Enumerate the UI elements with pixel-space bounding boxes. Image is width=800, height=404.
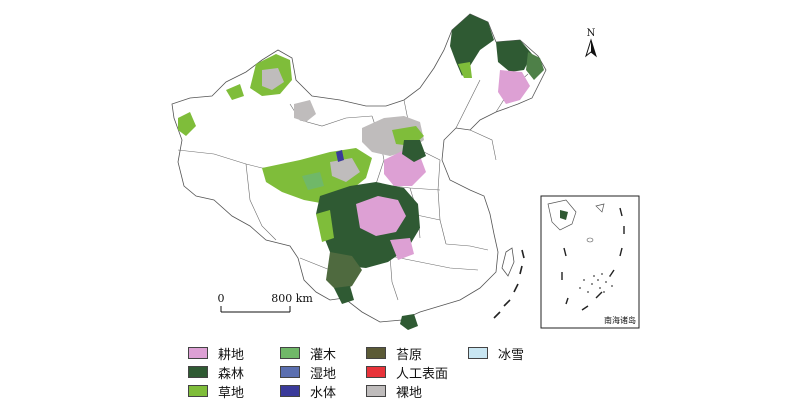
legend-item-shrubland: 灌木 bbox=[280, 345, 337, 363]
legend-swatch-grassland bbox=[188, 385, 208, 397]
legend-swatch-cropland bbox=[188, 347, 208, 359]
legend-item-tundra: 苔原 bbox=[366, 345, 423, 363]
scale-distance: 800 km bbox=[271, 292, 313, 305]
scale-zero: 0 bbox=[218, 292, 225, 305]
legend-label-bare-land: 裸地 bbox=[396, 385, 423, 401]
legend-label-cropland: 耕地 bbox=[218, 347, 245, 363]
yunnan-south-forest bbox=[334, 286, 354, 304]
legend-item-water: 水体 bbox=[280, 383, 337, 401]
plateau-shrub bbox=[302, 172, 324, 190]
legend-swatch-forest bbox=[188, 366, 208, 378]
xinjiang-bare-patch bbox=[294, 100, 316, 122]
xinjiang-west-grass bbox=[178, 112, 196, 136]
legend-label-water: 水体 bbox=[310, 385, 337, 401]
legend-label-ice-snow: 冰雪 bbox=[498, 347, 525, 363]
legend-label-artificial-surface: 人工表面 bbox=[396, 366, 449, 382]
land-cover-legend: 耕地 森林 草地 灌木 湿地 水体 苔原 人工表面 裸地 冰雪 bbox=[188, 345, 608, 401]
southwest-grass-edge bbox=[316, 210, 334, 242]
legend-item-forest: 森林 bbox=[188, 364, 245, 382]
legend-swatch-tundra bbox=[366, 347, 386, 359]
legend-label-grassland: 草地 bbox=[218, 385, 245, 401]
legend-label-tundra: 苔原 bbox=[396, 347, 423, 363]
hainan-forest bbox=[400, 314, 418, 330]
legend-swatch-bare-land bbox=[366, 385, 386, 397]
xinjiang-grass-small bbox=[226, 84, 244, 100]
legend-label-wetland: 湿地 bbox=[310, 366, 337, 382]
sichuan-cropland bbox=[356, 196, 406, 236]
legend-swatch-wetland bbox=[280, 366, 300, 378]
northeast-cropland bbox=[498, 70, 530, 104]
north-label: N bbox=[587, 28, 596, 39]
legend-item-grassland: 草地 bbox=[188, 383, 245, 401]
northeast-forest bbox=[450, 14, 494, 76]
northeast-forest-2 bbox=[496, 40, 532, 72]
legend-label-forest: 森林 bbox=[218, 366, 245, 382]
legend-item-ice-snow: 冰雪 bbox=[468, 345, 525, 363]
inset-label: 南海诸岛 bbox=[604, 315, 636, 325]
northeast-grass bbox=[458, 62, 472, 78]
legend-swatch-shrubland bbox=[280, 347, 300, 359]
northeast-mixed bbox=[526, 52, 544, 80]
legend-label-shrubland: 灌木 bbox=[310, 347, 337, 363]
loess-forest bbox=[402, 140, 426, 162]
legend-swatch-ice-snow bbox=[468, 347, 488, 359]
yunnan-mixed bbox=[326, 252, 362, 292]
taiwan-outline bbox=[501, 247, 515, 277]
north-arrow: N bbox=[585, 28, 597, 58]
south-china-sea-inset: 南海诸岛 bbox=[540, 195, 640, 329]
maritime-boundary-lines bbox=[493, 249, 525, 319]
scale-bar: 0 800 km bbox=[218, 292, 313, 313]
legend-swatch-artificial-surface bbox=[366, 366, 386, 378]
legend-swatch-water bbox=[280, 385, 300, 397]
plateau-bare bbox=[330, 158, 360, 182]
legend-item-wetland: 湿地 bbox=[280, 364, 337, 382]
plateau-water bbox=[336, 150, 344, 162]
legend-item-artificial-surface: 人工表面 bbox=[366, 364, 449, 382]
legend-item-cropland: 耕地 bbox=[188, 345, 245, 363]
legend-item-bare-land: 裸地 bbox=[366, 383, 423, 401]
southwest-cropland-east bbox=[390, 238, 414, 260]
tianshan-bare bbox=[262, 68, 284, 90]
